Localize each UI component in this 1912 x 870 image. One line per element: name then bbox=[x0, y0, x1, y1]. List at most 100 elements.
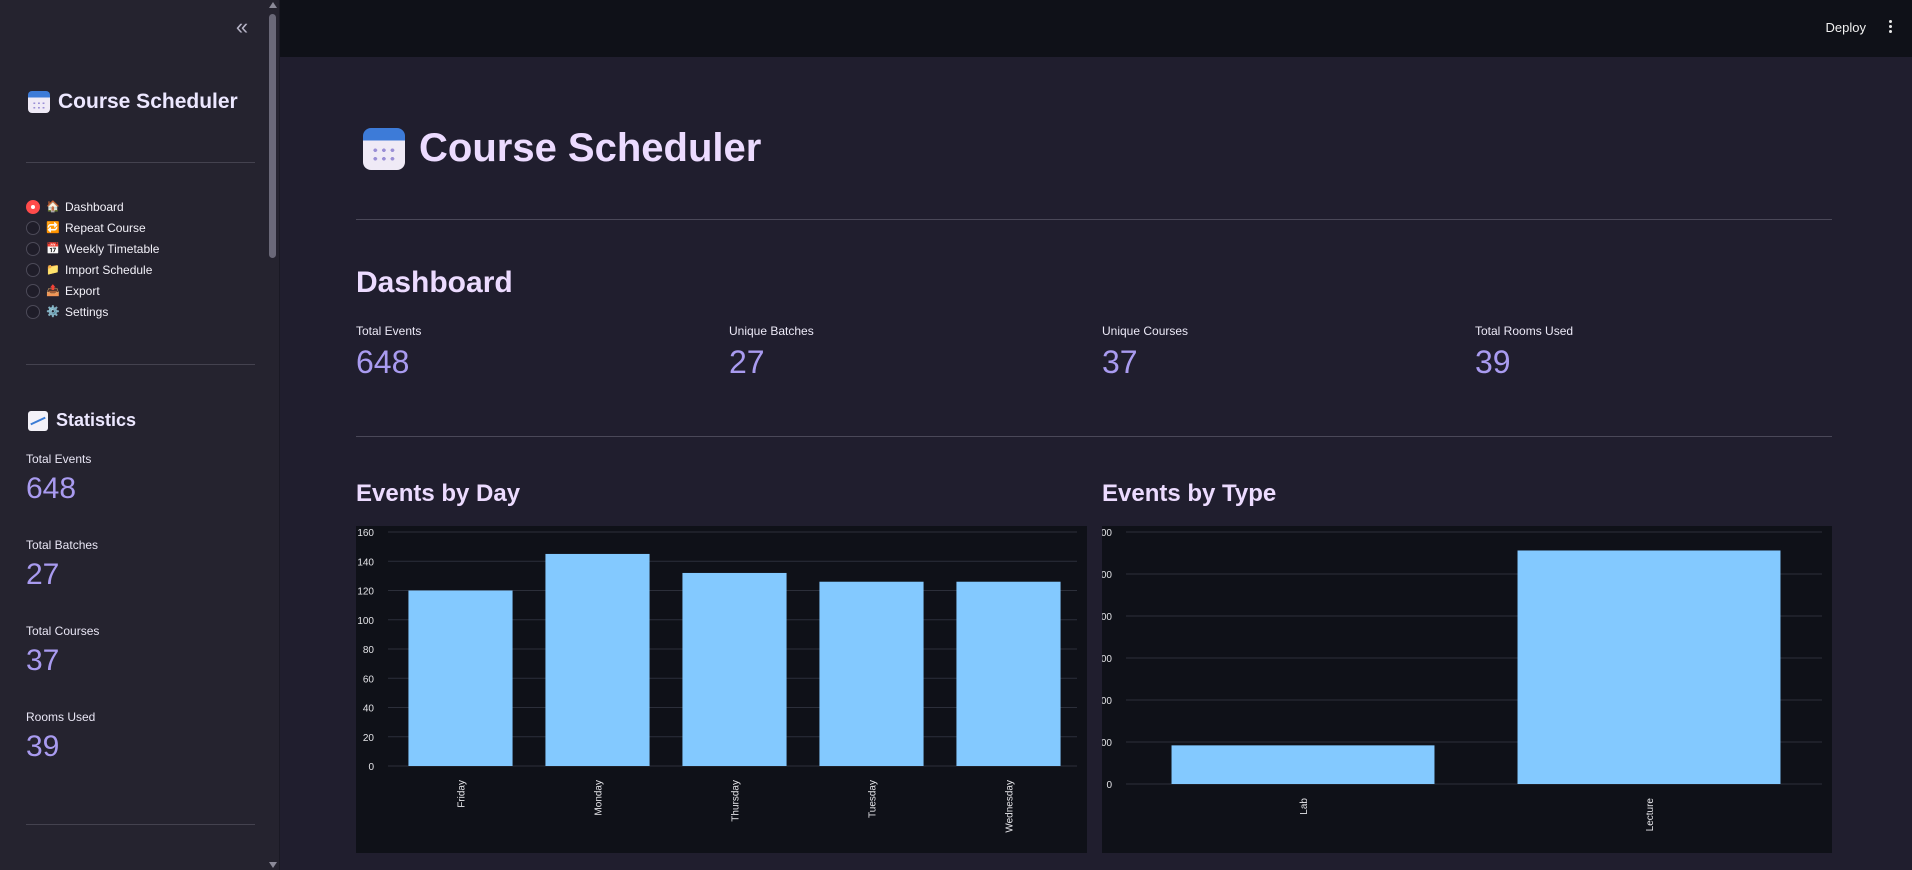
page-title-text: Course Scheduler bbox=[419, 126, 762, 170]
bar-lecture[interactable] bbox=[1517, 550, 1781, 784]
events-by-day-chart[interactable]: 0 20 40 60 80 100 120 140 160 Friday Monday Thursda… bbox=[356, 526, 1087, 853]
divider bbox=[356, 219, 1832, 220]
x-tick-label: Thursday bbox=[731, 780, 742, 822]
calendar-icon: 📅 bbox=[46, 243, 60, 255]
sidebar-metric-total-batches: Total Batches 27 bbox=[26, 538, 98, 592]
bar-wednesday[interactable] bbox=[956, 581, 1061, 766]
nav-item-label: Settings bbox=[65, 304, 109, 319]
kpi-value: 39 bbox=[1475, 344, 1511, 380]
navigation-radio-group: 🏠 Dashboard 🔁 Repeat Course 📅 Weekly Tim… bbox=[26, 196, 159, 322]
page-title: Course Scheduler bbox=[363, 126, 761, 171]
kpi-label: Unique Courses bbox=[1102, 324, 1189, 338]
sidebar-metric-rooms-used: Rooms Used 39 bbox=[26, 710, 95, 764]
y-tick-label: 0 bbox=[368, 762, 374, 773]
kpi-label: Total Rooms Used bbox=[1475, 324, 1574, 338]
kpi-value: 27 bbox=[729, 344, 765, 380]
metric-label: Rooms Used bbox=[26, 710, 96, 724]
radio-icon[interactable] bbox=[26, 283, 40, 298]
nav-item-weekly-timetable[interactable]: 📅 Weekly Timetable bbox=[26, 238, 159, 259]
nav-item-repeat-course[interactable]: 🔁 Repeat Course bbox=[26, 217, 159, 238]
kpi-label: Total Events bbox=[356, 324, 422, 338]
y-tick-label: 60 bbox=[363, 674, 375, 685]
metric-value: 27 bbox=[26, 558, 60, 591]
x-tick-label: Lab bbox=[1299, 798, 1310, 815]
sidebar-title: Course Scheduler bbox=[28, 90, 238, 114]
divider bbox=[26, 364, 255, 365]
metric-value: 648 bbox=[26, 472, 77, 505]
x-tick-label: Wednesday bbox=[1005, 780, 1016, 833]
metric-label: Total Events bbox=[26, 452, 92, 466]
y-tick-label: 400 bbox=[1102, 612, 1112, 623]
events-by-type-svg: 0 100 200 300 400 500 600 Lab Lecture bbox=[1102, 528, 1822, 832]
x-tick-label: Tuesday bbox=[868, 780, 879, 818]
y-tick-label: 80 bbox=[363, 645, 375, 656]
events-by-type-heading: Events by Type bbox=[1102, 480, 1277, 507]
radio-icon[interactable] bbox=[26, 241, 40, 256]
deploy-button[interactable]: Deploy bbox=[1825, 20, 1866, 35]
nav-item-dashboard[interactable]: 🏠 Dashboard bbox=[26, 196, 159, 217]
calendar-icon bbox=[28, 91, 50, 113]
kpi-label: Unique Batches bbox=[729, 324, 814, 338]
y-tick-label: 120 bbox=[357, 587, 374, 598]
y-tick-label: 20 bbox=[363, 733, 375, 744]
nav-item-label: Weekly Timetable bbox=[65, 241, 160, 256]
x-tick-label: Monday bbox=[594, 780, 605, 816]
kpi-total-rooms-used: Total Rooms Used 39 bbox=[1475, 324, 1573, 381]
nav-item-label: Import Schedule bbox=[65, 262, 153, 277]
bar-friday[interactable] bbox=[408, 590, 513, 767]
calendar-icon bbox=[363, 127, 405, 170]
repeat-icon: 🔁 bbox=[46, 222, 60, 234]
metric-value: 39 bbox=[26, 730, 60, 763]
metric-value: 37 bbox=[26, 644, 60, 677]
bar-thursday[interactable] bbox=[682, 572, 787, 766]
y-tick-label: 500 bbox=[1102, 570, 1112, 581]
y-tick-label: 100 bbox=[1102, 738, 1112, 749]
kpi-unique-batches: Unique Batches 27 bbox=[729, 324, 814, 381]
metric-label: Total Batches bbox=[26, 538, 99, 552]
export-icon: 📤 bbox=[46, 285, 60, 297]
kpi-value: 648 bbox=[356, 344, 410, 380]
y-tick-label: 40 bbox=[363, 704, 375, 715]
statistics-title: Statistics bbox=[28, 410, 136, 431]
nav-item-import-schedule[interactable]: 📁 Import Schedule bbox=[26, 259, 159, 280]
bar-monday[interactable] bbox=[545, 553, 650, 766]
sidebar: « Course Scheduler 🏠 Dashboard 🔁 Repeat … bbox=[0, 0, 280, 870]
collapse-sidebar-icon[interactable]: « bbox=[235, 14, 249, 39]
bar-tuesday[interactable] bbox=[819, 581, 924, 766]
top-header: Deploy bbox=[280, 0, 1912, 57]
radio-icon[interactable] bbox=[26, 304, 40, 319]
scroll-down-icon[interactable] bbox=[269, 862, 277, 868]
nav-item-label: Export bbox=[65, 283, 100, 298]
nav-item-export[interactable]: 📤 Export bbox=[26, 280, 159, 301]
events-by-day-svg: 0 20 40 60 80 100 120 140 160 Friday Monday Thursda… bbox=[357, 528, 1077, 833]
x-tick-label: Friday bbox=[457, 780, 468, 808]
sidebar-metric-total-events: Total Events 648 bbox=[26, 452, 91, 506]
bar-lab[interactable] bbox=[1171, 745, 1435, 784]
sidebar-title-text: Course Scheduler bbox=[58, 90, 238, 113]
x-tick-label: Lecture bbox=[1645, 798, 1656, 832]
kpi-unique-courses: Unique Courses 37 bbox=[1102, 324, 1188, 381]
gear-icon: ⚙️ bbox=[46, 306, 60, 318]
more-menu-icon[interactable] bbox=[1888, 20, 1894, 36]
scrollbar-thumb[interactable] bbox=[269, 14, 276, 258]
events-by-type-chart[interactable]: 0 100 200 300 400 500 600 Lab Lecture bbox=[1102, 526, 1832, 853]
y-tick-label: 600 bbox=[1102, 528, 1112, 539]
y-tick-label: 160 bbox=[357, 528, 374, 539]
y-tick-label: 0 bbox=[1106, 780, 1112, 791]
nav-item-label: Repeat Course bbox=[65, 220, 146, 235]
dashboard-heading: Dashboard bbox=[356, 266, 513, 299]
sidebar-scrollbar[interactable] bbox=[267, 0, 279, 870]
folder-icon: 📁 bbox=[46, 264, 60, 276]
scroll-up-icon[interactable] bbox=[269, 2, 277, 8]
nav-item-label: Dashboard bbox=[65, 199, 124, 214]
y-tick-label: 200 bbox=[1102, 696, 1112, 707]
kpi-total-events: Total Events 648 bbox=[356, 324, 421, 381]
radio-selected-icon[interactable] bbox=[26, 199, 40, 214]
radio-icon[interactable] bbox=[26, 220, 40, 235]
nav-item-settings[interactable]: ⚙️ Settings bbox=[26, 301, 159, 322]
radio-icon[interactable] bbox=[26, 262, 40, 277]
y-tick-label: 100 bbox=[357, 616, 374, 627]
divider bbox=[356, 436, 1832, 437]
divider bbox=[26, 824, 255, 825]
home-icon: 🏠 bbox=[46, 201, 60, 213]
